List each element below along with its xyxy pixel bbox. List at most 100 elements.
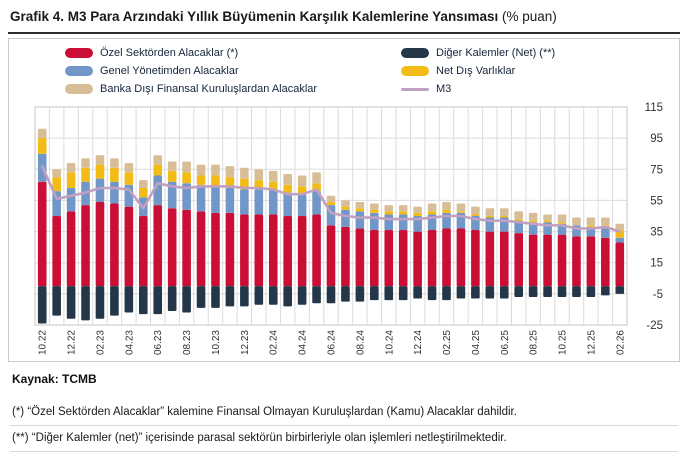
- bar-segment-bdfk: [442, 201, 451, 210]
- bar-segment-diger: [124, 286, 134, 313]
- bar-segment-genel: [528, 222, 538, 235]
- bar-segment-diger: [153, 286, 163, 315]
- bar-segment-diger: [543, 286, 552, 297]
- bar-segment-bdfk: [225, 166, 235, 178]
- bar-segment-diger: [81, 286, 90, 321]
- bar-segment-genel: [514, 220, 524, 234]
- bar-segment-ndv: [442, 209, 451, 213]
- bar-segment-ndv: [341, 206, 350, 210]
- plot-border: [34, 106, 628, 326]
- bar-segment-genel: [384, 214, 394, 231]
- bar-segment-ozel: [543, 234, 552, 287]
- bar-segment-genel: [283, 192, 292, 216]
- bar-segment-ozel: [211, 212, 220, 287]
- legend-label: M3: [436, 83, 452, 95]
- bar-segment-ndv: [499, 216, 509, 218]
- legend-swatch-diger: [401, 48, 429, 58]
- bar-segment-diger: [528, 286, 538, 297]
- legend-item: Diğer Kalemler (Net) (**): [401, 47, 677, 59]
- x-tick-label: 12.24: [413, 330, 424, 355]
- bar-segment-ozel: [268, 214, 278, 287]
- m3-stacked-bar-chart: -25 -5 15 35 55 75 95 115 10.22 12.22 02.23 04.23 06…: [34, 102, 663, 355]
- bar-segment-bdfk: [182, 161, 191, 173]
- bar-segment-ozel: [471, 230, 480, 287]
- bar-segment-diger: [557, 286, 567, 297]
- bar-segment-ozel: [398, 230, 408, 287]
- bar-segment-bdfk: [52, 169, 61, 178]
- source-label: Kaynak: TCMB: [12, 372, 97, 386]
- bar-segment-ndv: [413, 212, 422, 216]
- x-tick-label: 12.23: [240, 330, 251, 355]
- bar-segment-ndv: [95, 164, 105, 179]
- bar-segment-diger: [586, 286, 596, 297]
- bar-segment-bdfk: [398, 205, 408, 212]
- x-tick-label: 08.24: [355, 330, 366, 355]
- chart-title: Grafik 4. M3 Para Arzındaki Yıllık Büyüm…: [8, 6, 680, 32]
- chart-container: Özel Sektörden Alacaklar (*) Genel Yöneti…: [8, 38, 680, 362]
- bar-segment-bdfk: [456, 203, 466, 212]
- bar-segment-ndv: [124, 172, 134, 185]
- bar-segment-ozel: [326, 225, 336, 287]
- bar-segment-ndv: [81, 167, 90, 182]
- bar-segment-ozel: [586, 236, 596, 287]
- bar-segment-bdfk: [81, 158, 90, 168]
- bar-segment-ndv: [211, 175, 220, 187]
- bar-segment-bdfk: [543, 214, 552, 221]
- bar-segment-bdfk: [240, 167, 249, 179]
- bar-segment-genel: [66, 187, 76, 212]
- bar-segment-ozel: [138, 216, 148, 287]
- bar-segment-diger: [514, 286, 524, 297]
- bar-segment-ozel: [240, 214, 249, 287]
- bar-segment-diger: [240, 286, 249, 307]
- legend-label: Özel Sektörden Alacaklar (*): [100, 47, 239, 59]
- bar-segment-genel: [211, 186, 220, 213]
- bar-segment-ozel: [196, 211, 206, 287]
- bar-segment-bdfk: [413, 206, 422, 213]
- bar-segment-ozel: [153, 205, 163, 287]
- bar-segment-diger: [196, 286, 206, 308]
- bar-segment-ozel: [427, 230, 437, 287]
- bar-segment-bdfk: [312, 172, 321, 184]
- bar-segment-genel: [268, 189, 278, 215]
- chart-title-main: Grafik 4. M3 Para Arzındaki Yıllık Büyüm…: [10, 9, 499, 24]
- bar-segment-genel: [355, 211, 365, 229]
- bar-segment-ndv: [586, 225, 596, 227]
- bar-segment-ozel: [456, 228, 466, 287]
- bar-segment-diger: [615, 286, 625, 294]
- bar-segment-genel: [240, 189, 249, 215]
- bar-segment-ndv: [37, 138, 47, 154]
- y-tick-label: 55: [650, 195, 663, 207]
- bar-segment-diger: [499, 286, 509, 299]
- x-tick-label: 02.25: [442, 330, 453, 355]
- bar-segment-diger: [95, 286, 105, 319]
- bar-segment-genel: [110, 181, 119, 204]
- bar-segment-bdfk: [499, 208, 509, 216]
- legend-label: Diğer Kalemler (Net) (**): [436, 47, 556, 59]
- bar-segment-diger: [254, 286, 264, 305]
- bar-segment-ndv: [557, 222, 567, 224]
- bar-segment-genel: [370, 212, 379, 231]
- bar-segment-ndv: [283, 184, 292, 193]
- bar-segment-bdfk: [427, 203, 437, 212]
- bars-layer: [37, 128, 625, 324]
- bar-segment-bdfk: [586, 217, 596, 226]
- bar-segment-ndv: [485, 216, 495, 218]
- bar-segment-bdfk: [138, 180, 148, 188]
- bar-segment-ozel: [81, 205, 90, 287]
- bar-segment-ozel: [66, 211, 76, 287]
- footnotes: (*) “Özel Sektörden Alacaklar” kalemine …: [10, 400, 678, 452]
- bar-segment-diger: [138, 286, 148, 315]
- bar-segment-diger: [66, 286, 76, 319]
- bar-segment-ozel: [312, 214, 321, 287]
- bar-segment-bdfk: [153, 155, 163, 165]
- x-tick-label: 04.24: [298, 330, 309, 355]
- bar-segment-bdfk: [326, 195, 336, 202]
- chart-title-suffix: (% puan): [498, 9, 557, 24]
- y-tick-label: 95: [650, 133, 663, 145]
- bar-segment-bdfk: [124, 163, 134, 173]
- bar-segment-bdfk: [167, 161, 177, 171]
- bar-segment-ozel: [95, 201, 105, 287]
- bar-segment-bdfk: [615, 223, 625, 231]
- legend-item: M3: [401, 83, 677, 95]
